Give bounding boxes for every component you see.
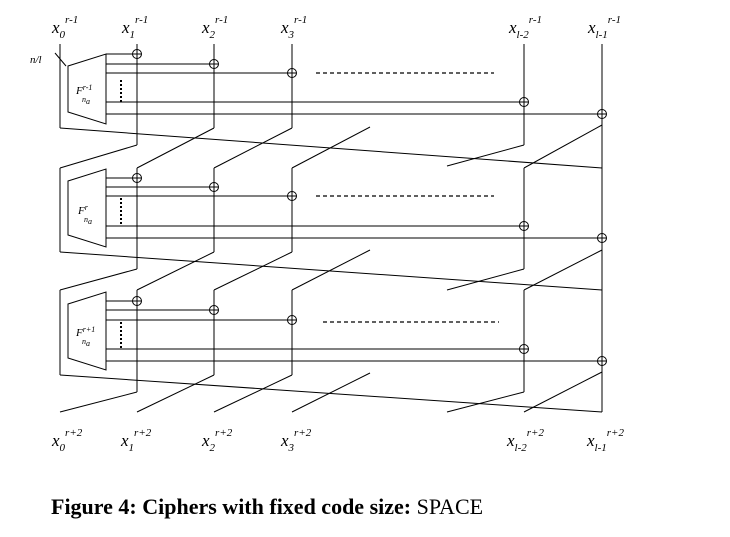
- top-labels: x0r-1 x1r-1 x2r-1 x3r-1 xl-2r-1 xl-1r-1: [51, 14, 621, 41]
- bottom-label-x2: x2r+2: [201, 427, 233, 454]
- bottom-label-x1: x1r+2: [120, 427, 152, 454]
- round-function-label: Fr-1 na: [75, 83, 92, 106]
- figure-caption: Figure 4: Ciphers with fixed code size: …: [51, 494, 483, 520]
- xor-icon: [597, 109, 607, 119]
- width-label: n/l: [30, 54, 42, 66]
- top-label-x2: x2r-1: [201, 14, 228, 41]
- feistel-diagram: x0r-1 x1r-1 x2r-1 x3r-1 xl-2r-1 xl-1r-1 …: [30, 14, 624, 454]
- xor-icon: [132, 173, 142, 183]
- round-function-box: [67, 291, 107, 371]
- xor-icon: [597, 233, 607, 243]
- xor-icon: [519, 221, 529, 231]
- xor-icon: [209, 305, 219, 315]
- round-function-box: [67, 168, 107, 248]
- round-function-box: [67, 53, 107, 125]
- xor-icon: [287, 68, 297, 78]
- round-2: Fr na: [59, 168, 607, 291]
- xor-icon: [132, 296, 142, 306]
- round-1: Fr-1 na: [59, 44, 607, 169]
- xor-icon: [209, 182, 219, 192]
- bottom-label-x3: x3r+2: [280, 427, 312, 454]
- xor-icon: [597, 356, 607, 366]
- caption-suffix: SPACE: [416, 494, 484, 519]
- xor-icon: [519, 97, 529, 107]
- bottom-label-xl-2: xl-2r+2: [506, 427, 544, 454]
- bottom-label-x0: x0r+2: [51, 427, 83, 454]
- caption-prefix: Figure 4: Ciphers with fixed code size:: [51, 494, 417, 519]
- xor-icon: [287, 315, 297, 325]
- xor-icon: [209, 59, 219, 69]
- top-label-xl-1: xl-1r-1: [587, 14, 621, 41]
- xor-icon: [132, 49, 142, 59]
- round-3: Fr+1 na: [59, 290, 607, 413]
- round-function-label: Fr na: [77, 203, 92, 226]
- top-label-x0: x0r-1: [51, 14, 78, 41]
- xor-icon: [287, 191, 297, 201]
- bottom-label-xl-1: xl-1r+2: [586, 427, 624, 454]
- xor-icon: [519, 344, 529, 354]
- bottom-labels: x0r+2 x1r+2 x2r+2 x3r+2 xl-2r+2 xl-1r+2: [51, 427, 624, 454]
- round-function-label: Fr+1 na: [75, 325, 95, 348]
- top-label-x1: x1r-1: [121, 14, 148, 41]
- top-label-x3: x3r-1: [280, 14, 307, 41]
- top-label-xl-2: xl-2r-1: [508, 14, 542, 41]
